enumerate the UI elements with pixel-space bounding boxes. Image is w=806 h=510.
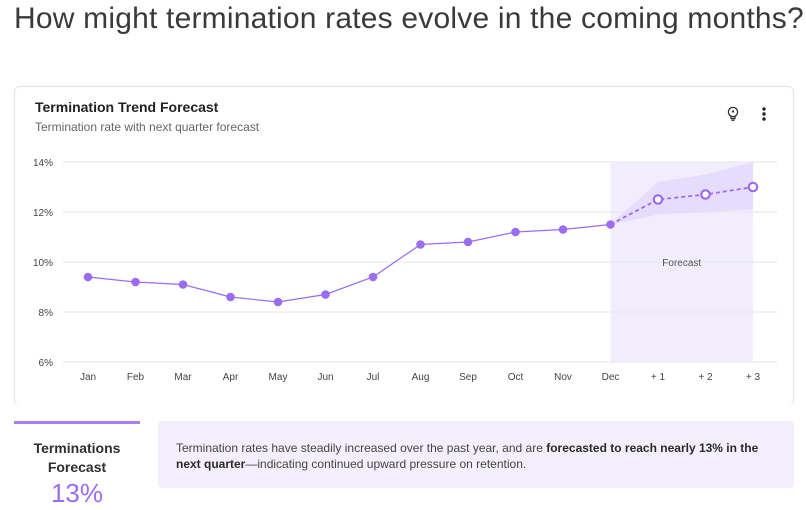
termination-trend-chart: 6% 8% 10% 12% 14% Forecast Jan Feb Mar Apr May Jun J… xyxy=(33,158,777,383)
data-point xyxy=(416,240,425,249)
x-tick-label: + 3 xyxy=(746,372,761,383)
data-point xyxy=(83,272,93,282)
data-point xyxy=(178,280,188,289)
forecast-region-label: Forecast xyxy=(662,258,701,269)
data-point xyxy=(273,297,283,307)
y-tick-label: 10% xyxy=(33,258,53,269)
data-point xyxy=(226,292,235,302)
insight-text-end: —indicating continued upward pressure on… xyxy=(245,457,527,471)
x-tick-label: Mar xyxy=(174,372,192,383)
x-tick-label: May xyxy=(269,372,288,383)
insight-text: Termination rates have steadily increase… xyxy=(176,441,547,455)
x-tick-label: Jan xyxy=(80,372,96,383)
x-tick-label: Jul xyxy=(367,372,380,383)
page-title: How might termination rates evolve in th… xyxy=(14,2,804,35)
actual-line xyxy=(87,223,611,303)
y-tick-label: 14% xyxy=(33,158,53,169)
data-point xyxy=(131,277,140,287)
x-tick-label: Jun xyxy=(317,372,333,383)
data-point xyxy=(463,237,473,247)
x-tick-label: Nov xyxy=(554,372,572,383)
more-vertical-icon[interactable] xyxy=(755,105,773,123)
y-tick-label: 8% xyxy=(39,308,54,319)
y-tick-label: 6% xyxy=(39,358,54,369)
insight-box: Termination rates have steadily increase… xyxy=(158,421,794,488)
kpi-accent-bar xyxy=(14,421,140,424)
insight-text-bold: forecasted to reach nearly 13% in the ne… xyxy=(176,441,759,471)
x-tick-label: + 1 xyxy=(651,372,666,383)
forecast-point xyxy=(652,194,664,205)
chart-title: Termination Trend Forecast xyxy=(35,99,219,115)
forecast-point xyxy=(700,189,711,200)
chart-card: Termination Trend Forecast Termination r… xyxy=(14,86,794,406)
y-tick-label: 12% xyxy=(33,208,53,219)
kpi-value: 13% xyxy=(50,478,104,508)
forecast-line xyxy=(610,186,754,226)
chart-subtitle: Termination rate with next quarter forec… xyxy=(35,120,260,134)
x-tick-label: Sep xyxy=(459,372,477,383)
forecast-point xyxy=(747,181,759,193)
confidence-band xyxy=(610,162,753,225)
lightbulb-icon[interactable] xyxy=(724,105,742,123)
x-tick-label: + 2 xyxy=(698,372,713,383)
data-point xyxy=(558,225,568,234)
x-tick-label: Apr xyxy=(223,372,239,383)
x-tick-label: Oct xyxy=(508,372,524,383)
x-tick-label: Feb xyxy=(127,372,145,383)
data-point xyxy=(511,227,520,237)
kpi-label: Terminations Forecast xyxy=(33,440,121,475)
data-point xyxy=(606,220,615,229)
x-tick-label: Aug xyxy=(412,372,430,383)
data-point xyxy=(368,272,378,282)
data-point xyxy=(321,290,330,299)
x-tick-label: Dec xyxy=(602,372,620,383)
